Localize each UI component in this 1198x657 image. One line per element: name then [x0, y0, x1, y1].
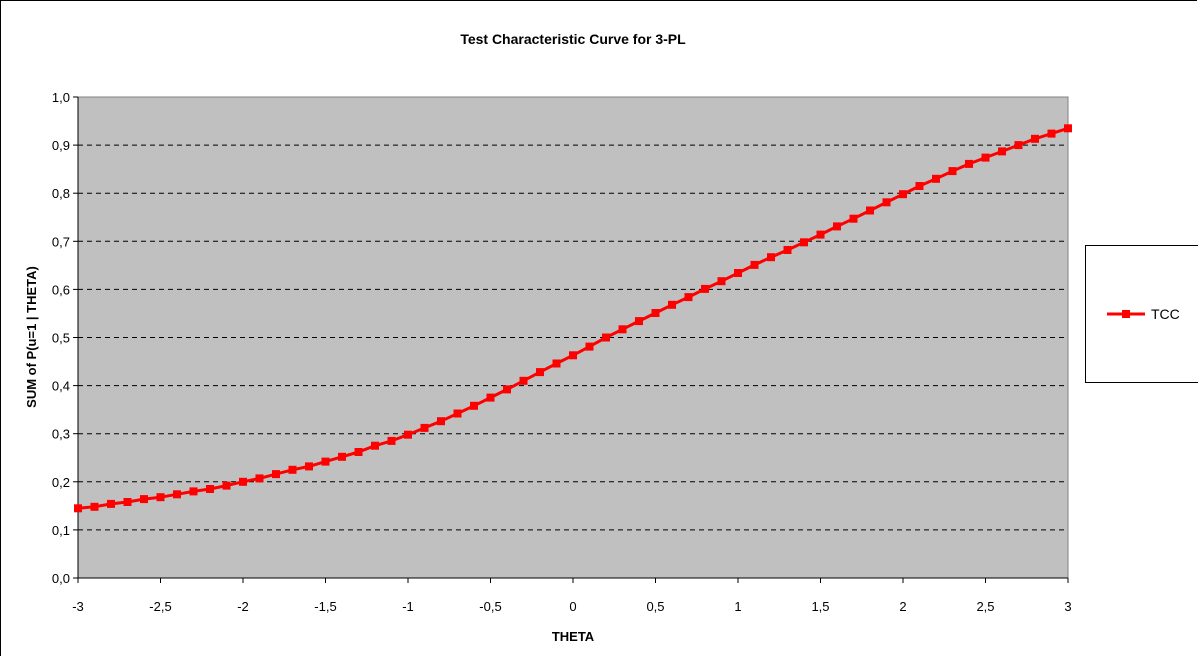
data-point: [915, 182, 924, 190]
data-point: [717, 277, 726, 286]
y-axis-label: SUM of P(u=1 | THETA): [24, 266, 39, 408]
data-point: [998, 147, 1006, 156]
data-point: [486, 393, 495, 402]
x-tick-label: 0: [569, 599, 576, 614]
data-point: [816, 230, 825, 239]
data-point: [1031, 134, 1039, 143]
data-point: [189, 487, 198, 496]
data-point: [684, 293, 693, 302]
data-point: [981, 153, 990, 162]
data-point: [602, 333, 610, 342]
data-point: [305, 462, 313, 471]
data-point: [453, 409, 462, 418]
data-point: [1047, 129, 1056, 138]
data-point: [552, 359, 561, 368]
chart-title: Test Characteristic Curve for 3-PL: [460, 31, 686, 47]
data-point: [882, 198, 891, 207]
y-tick-label: 1,0: [52, 90, 70, 105]
data-point: [1014, 141, 1023, 150]
data-point: [948, 167, 957, 176]
data-point: [90, 502, 99, 511]
y-tick-label: 0,7: [52, 234, 70, 249]
x-tick-label: -1: [402, 599, 414, 614]
data-point: [734, 269, 742, 277]
data-point: [585, 342, 594, 351]
x-tick-label: -0,5: [479, 599, 501, 614]
data-point: [354, 448, 363, 456]
data-point: [569, 351, 577, 360]
data-point: [437, 417, 445, 426]
data-point: [371, 441, 379, 450]
data-point: [255, 474, 264, 483]
data-point: [107, 499, 115, 508]
x-tick-label: -1,5: [314, 599, 336, 614]
x-tick-label: -2: [237, 599, 249, 614]
data-point: [338, 452, 346, 461]
data-point: [123, 498, 132, 506]
x-tick-label: -2,5: [149, 599, 171, 614]
data-point: [866, 206, 874, 215]
data-point: [206, 485, 214, 493]
data-point: [833, 222, 841, 231]
data-point: [536, 368, 544, 377]
y-tick-label: 0,9: [52, 138, 70, 153]
x-tick-label: -3: [72, 599, 84, 614]
data-point: [701, 284, 709, 293]
data-point: [849, 214, 858, 223]
data-point: [1064, 124, 1072, 133]
data-point: [140, 495, 148, 504]
legend-label-tcc: TCC: [1151, 306, 1180, 322]
y-tick-label: 0,8: [52, 186, 70, 201]
y-tick-label: 0,3: [52, 427, 70, 442]
y-tick-label: 0,2: [52, 475, 70, 490]
data-point: [503, 385, 511, 394]
legend: TCC: [1085, 245, 1198, 383]
data-point: [288, 465, 297, 474]
data-point: [767, 253, 775, 262]
legend-swatch-tcc: [1107, 310, 1145, 318]
data-point: [519, 376, 528, 385]
data-point: [387, 436, 396, 445]
data-point: [173, 490, 181, 499]
data-point: [618, 325, 627, 334]
data-point: [965, 159, 973, 168]
data-point: [420, 423, 429, 432]
data-point: [239, 477, 247, 486]
x-tick-label: 1,5: [811, 599, 829, 614]
x-tick-label: 1: [734, 599, 741, 614]
data-point: [272, 470, 280, 479]
data-point: [783, 246, 792, 254]
x-axis-label: THETA: [552, 629, 595, 644]
x-tick-label: 0,5: [646, 599, 664, 614]
data-point: [750, 260, 759, 269]
data-point: [321, 457, 330, 466]
data-point: [635, 317, 643, 326]
data-point: [932, 174, 940, 183]
data-point: [651, 309, 660, 317]
data-point: [470, 401, 478, 410]
data-point: [668, 300, 676, 309]
x-tick-label: 2: [899, 599, 906, 614]
y-tick-label: 0,6: [52, 282, 70, 297]
data-point: [404, 430, 412, 439]
data-point: [800, 238, 808, 247]
data-point: [156, 493, 165, 502]
x-tick-label: 3: [1064, 599, 1071, 614]
data-point: [899, 190, 907, 199]
y-tick-label: 0,5: [52, 331, 70, 346]
y-tick-label: 0,0: [52, 571, 70, 586]
x-tick-label: 2,5: [976, 599, 994, 614]
y-tick-label: 0,4: [52, 379, 70, 394]
data-point: [222, 481, 231, 490]
data-point: [74, 504, 82, 513]
y-tick-label: 0,1: [52, 523, 70, 538]
